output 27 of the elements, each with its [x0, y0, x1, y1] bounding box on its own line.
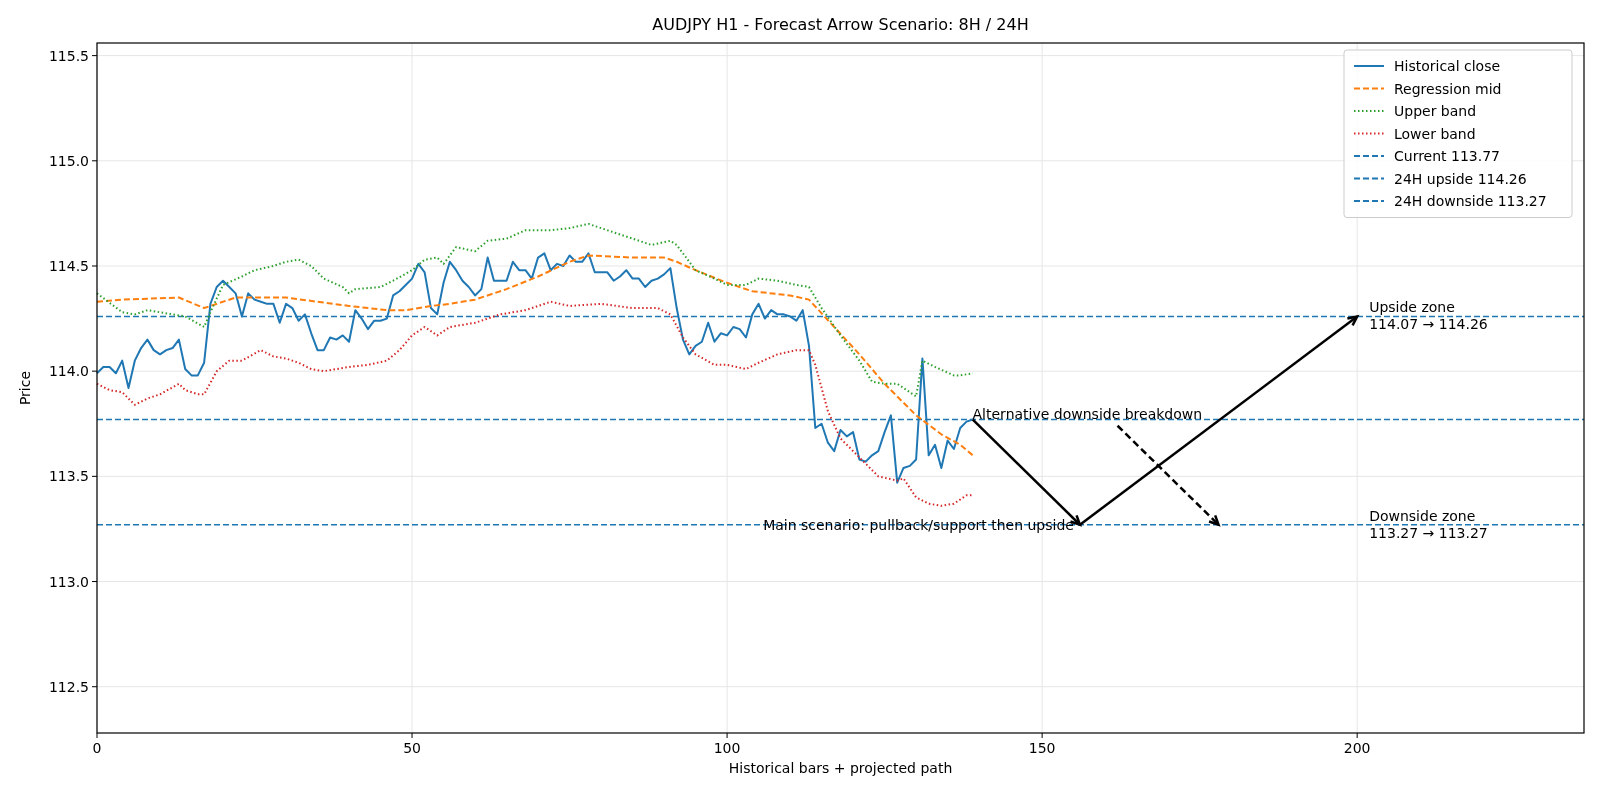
legend-label: Historical close: [1394, 58, 1501, 74]
y-tick-label: 113.0: [48, 573, 89, 590]
x-tick-label: 150: [1028, 740, 1056, 756]
annotation: Downside zone 113.27 → 113.27: [1369, 507, 1488, 541]
y-tick-label: 114.0: [48, 363, 89, 380]
x-tick-label: 0: [92, 740, 102, 756]
y-axis-title: Price: [17, 370, 33, 406]
line-series: [96, 222, 974, 398]
y-tick-label: 113.5: [48, 468, 89, 485]
legend-label: Lower band: [1394, 125, 1476, 142]
y-tick-label: 115.5: [48, 47, 89, 64]
y-tick-label: 115.0: [48, 152, 89, 169]
annotation: Alternative downside breakdown: [972, 405, 1203, 422]
chart-title: AUDJPY H1 - Forecast Arrow Scenario: 8H / 24H: [652, 15, 1029, 34]
annotation: Upside zone 114.07 → 114.26: [1369, 299, 1488, 333]
y-tick-label: 114.5: [48, 257, 89, 274]
legend-label: 24H downside 113.27: [1394, 193, 1547, 209]
x-tick-label: 100: [713, 740, 741, 756]
x-tick-label: 50: [403, 740, 421, 756]
legend-label: Current 113.77: [1394, 148, 1501, 164]
line-series: [96, 300, 974, 507]
x-tick-label: 200: [1343, 740, 1371, 756]
legend-label: Upper band: [1394, 103, 1477, 119]
legend-label: Regression mid: [1394, 80, 1502, 97]
legend-label: 24H upside 114.26: [1394, 170, 1527, 187]
x-axis-title: Historical bars + projected path: [728, 760, 953, 776]
y-tick-label: 112.5: [48, 678, 89, 695]
